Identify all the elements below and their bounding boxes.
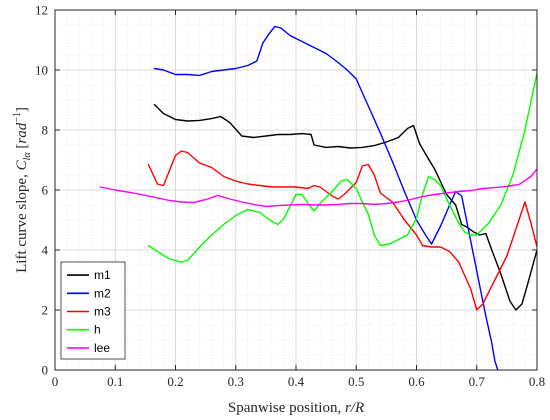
series-line-h xyxy=(147,72,537,263)
x-axis-title: Spanwise position, r/R xyxy=(228,400,364,416)
y-axis-title: Lift curve slope, Clα [rad−1] xyxy=(12,107,33,273)
x-tick-label: 0.6 xyxy=(408,374,425,389)
legend-label-h: h xyxy=(94,323,101,337)
y-tick-label: 10 xyxy=(35,63,48,78)
y-axis-title-text: Lift curve slope, xyxy=(14,170,30,272)
x-tick-label: 0.8 xyxy=(529,374,545,389)
series-line-m3 xyxy=(147,150,537,311)
x-tick-label: 0.5 xyxy=(348,374,364,389)
y-axis-title-exp: −1 xyxy=(12,112,23,123)
y-tick-label: 0 xyxy=(42,363,49,378)
y-tick-label: 2 xyxy=(42,303,49,318)
x-tick-label: 0.3 xyxy=(228,374,244,389)
x-tick-label: 0.7 xyxy=(469,374,486,389)
y-tick-label: 4 xyxy=(42,243,49,258)
legend-label-m1: m1 xyxy=(94,268,111,282)
y-axis-title-symbol: C xyxy=(14,159,30,170)
y-axis-title-sub: lα xyxy=(22,152,33,161)
x-tick-label: 0.2 xyxy=(167,374,183,389)
legend-box xyxy=(60,261,126,360)
y-axis: 0 2 4 6 8 10 12 xyxy=(35,3,537,378)
series-line-m1 xyxy=(153,103,537,311)
legend-label-m3: m3 xyxy=(94,305,111,319)
x-axis-title-var: r/R xyxy=(345,400,364,416)
series-line-lee xyxy=(99,168,537,208)
x-tick-label: 0.4 xyxy=(288,374,305,389)
legend-label-lee: lee xyxy=(94,341,110,355)
x-axis-title-text: Spanwise position, xyxy=(228,400,345,416)
y-tick-label: 8 xyxy=(42,123,49,138)
x-axis: 0 0.1 0.2 0.3 0.4 0.5 0.6 0.7 0.8 xyxy=(52,10,545,389)
x-tick-label: 0 xyxy=(52,374,59,389)
series-line-m2 xyxy=(153,25,499,370)
legend: m1 m2 m3 h lee xyxy=(60,261,126,360)
y-tick-label: 12 xyxy=(35,3,48,18)
x-tick-label: 0.1 xyxy=(107,374,123,389)
legend-label-m2: m2 xyxy=(94,286,111,300)
y-axis-title-space: [ xyxy=(14,144,30,153)
y-axis-title-close: ] xyxy=(14,107,30,112)
y-tick-label: 6 xyxy=(42,183,49,198)
y-axis-title-unit: rad xyxy=(14,122,30,143)
series-layer xyxy=(99,25,537,370)
